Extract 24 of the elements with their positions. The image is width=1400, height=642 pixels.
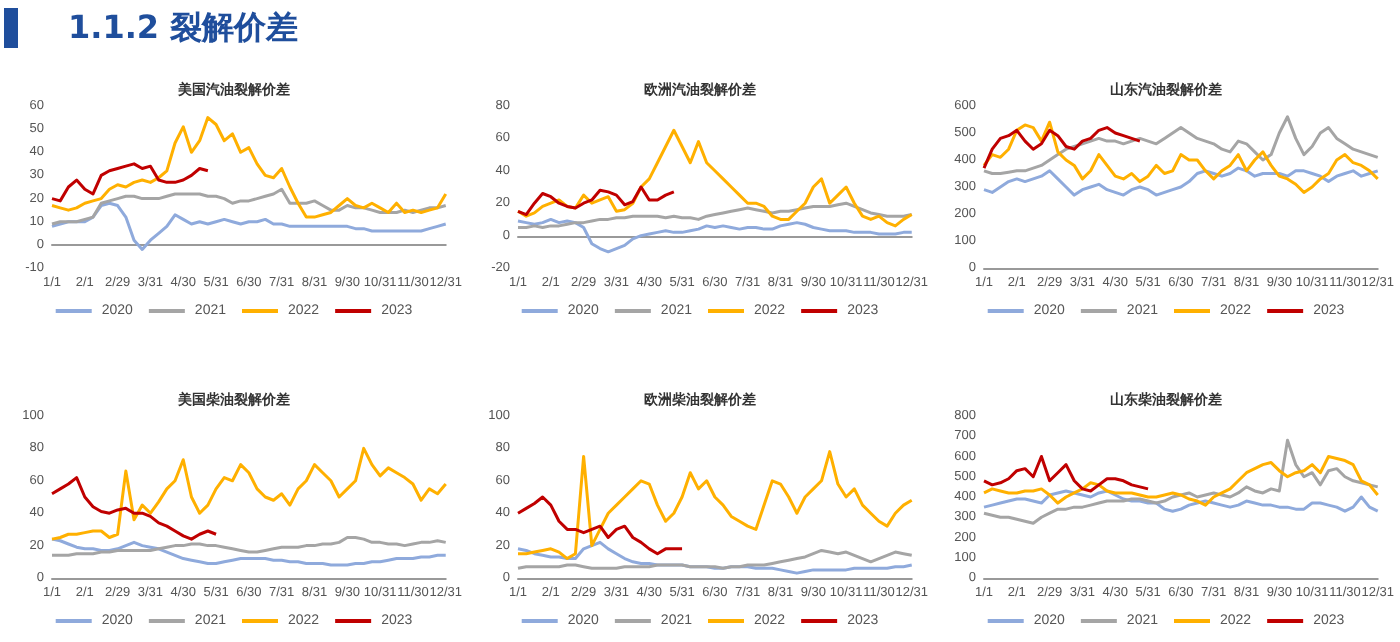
line-series [982, 489, 1380, 513]
line-series [982, 455, 1150, 493]
line-series [50, 116, 448, 219]
line-series [516, 495, 684, 556]
line-series [516, 548, 914, 570]
line-series [50, 446, 448, 541]
line-series [50, 536, 448, 557]
line-series [982, 115, 1380, 175]
line-series [50, 162, 210, 203]
line-series [516, 201, 914, 229]
line-series [982, 120, 1380, 194]
line-series [516, 217, 914, 254]
line-series [516, 128, 914, 228]
text: 1.1.2 裂解价差 [68, 8, 299, 48]
line-series [516, 185, 676, 217]
line-series [516, 450, 914, 561]
line-series [982, 126, 1142, 170]
line-series [982, 455, 1380, 507]
line-series [982, 438, 1380, 525]
line-series [50, 537, 448, 567]
line-series [50, 476, 218, 541]
line-series [50, 187, 448, 226]
line-series [982, 166, 1380, 197]
line-series [50, 201, 448, 251]
